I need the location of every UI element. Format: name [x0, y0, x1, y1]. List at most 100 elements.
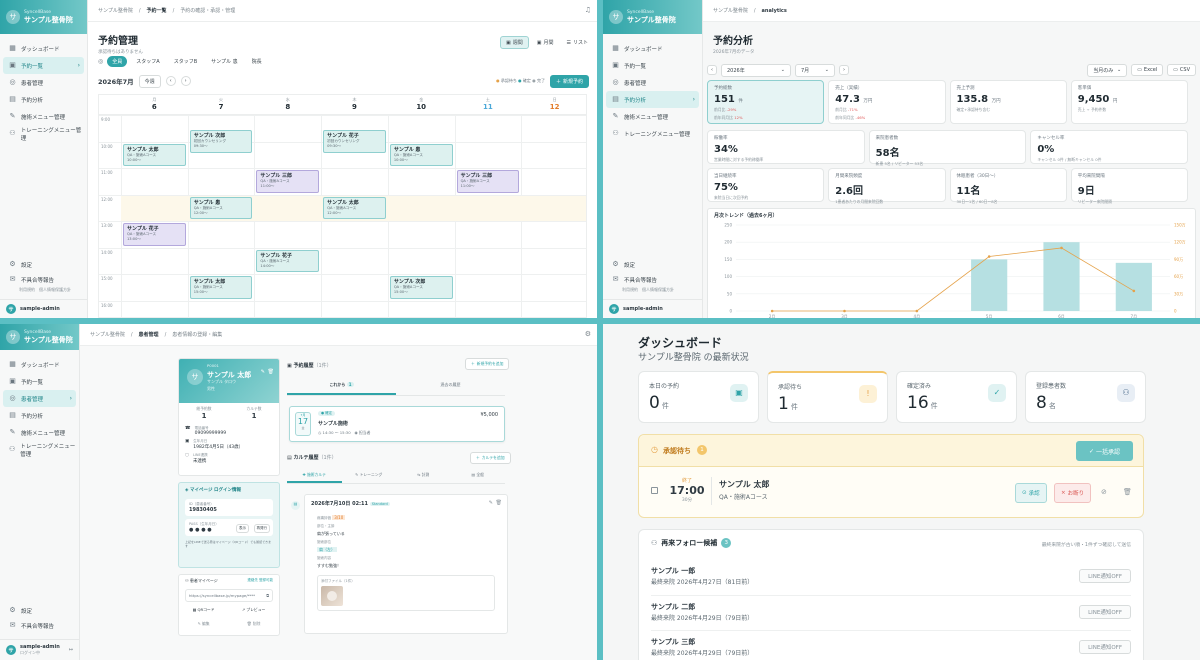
line-notify-off-button[interactable]: LINE通知OFF	[1079, 640, 1131, 654]
nav-training[interactable]: ⚇ トレーニングメニュー管理	[3, 125, 84, 142]
nav-patients[interactable]: ◎ 患者管理	[3, 74, 84, 91]
qr-code-button[interactable]: ▩ QRコード	[193, 607, 215, 613]
delete-icon[interactable]: 🗑	[267, 369, 274, 375]
nav-menus[interactable]: ✎ 施術メニュー管理	[3, 424, 76, 441]
reservation-event[interactable]: サンプル 三郎 QA・施術Aコース 11:00〜	[456, 170, 520, 193]
nav-patients[interactable]: ◎ 患者管理	[606, 74, 699, 91]
gear-icon[interactable]: ⚙	[584, 330, 591, 338]
approve-button[interactable]: ⊙ 承認	[1015, 483, 1047, 503]
reservation-event[interactable]: サンプル 患 QA・施術Aコース 10:00〜	[389, 143, 453, 166]
stat-card[interactable]: 確定済み 16 件 ✓	[896, 371, 1017, 423]
view-week-button[interactable]: ▣ 週間	[500, 36, 529, 49]
user-chip[interactable]: サ sample-admin	[603, 299, 702, 318]
stat-card[interactable]: 登録患者数 8 名 ⚇	[1025, 371, 1146, 423]
this-week-button[interactable]: 今週	[138, 74, 161, 88]
nav-reservations[interactable]: ▣ 予約一覧	[606, 57, 699, 74]
logout-icon[interactable]: ↦	[68, 647, 73, 653]
decline-button[interactable]: × お断り	[1054, 483, 1092, 503]
excel-button[interactable]: ▭ Excel	[1131, 64, 1164, 76]
next-icon[interactable]: ›	[839, 65, 849, 75]
staff-pill[interactable]: スタッフA	[136, 59, 160, 65]
nav-dashboard[interactable]: ▦ ダッシュボード	[3, 40, 84, 57]
prev-icon[interactable]: ‹	[707, 65, 717, 75]
bell-icon[interactable]: ♫	[584, 6, 591, 14]
add-reservation-button[interactable]: ＋新規予約を追加	[465, 358, 510, 370]
delete-icon[interactable]: 🗑	[495, 500, 502, 506]
preview-button[interactable]: ↗ プレビュー	[242, 607, 265, 613]
line-notify-off-button[interactable]: LINE通知OFF	[1079, 569, 1131, 583]
nav-settings[interactable]: ⚙ 設定	[606, 257, 699, 272]
user-chip[interactable]: サ sample-admin ログイン中 ↦	[0, 639, 79, 660]
edit-icon[interactable]: ✎	[488, 500, 493, 506]
staff-pill[interactable]: 院長	[251, 59, 262, 65]
reservation-event[interactable]: サンプル 太郎 QA・施術Aコース 15:00〜	[189, 276, 253, 299]
legal-links[interactable]: 利用規約 個人情報保護方針	[622, 287, 674, 292]
view-month-button[interactable]: ▣ 月間	[531, 36, 559, 49]
reservation-event[interactable]: サンプル 花子 QA・施術Aコース 13:00〜	[123, 223, 186, 246]
nav-training[interactable]: ⚇ トレーニングメニュー管理	[606, 125, 699, 142]
reissue-button[interactable]: 再発行	[253, 524, 270, 533]
nav-settings[interactable]: ⚙ 設定	[3, 257, 84, 272]
breadcrumb-root[interactable]: サンプル整骨院	[713, 8, 748, 14]
tab-upcoming[interactable]: これから 1	[287, 382, 396, 395]
show-password-button[interactable]: 表示	[236, 524, 249, 533]
tab-measure[interactable]: ⇆ 計測	[396, 472, 451, 483]
nav-reservations[interactable]: ▣ 予約一覧 ›	[3, 57, 84, 74]
stat-card[interactable]: 本日の予約 0 件 ▣	[638, 371, 759, 423]
nav-dashboard[interactable]: ▦ ダッシュボード	[3, 356, 76, 373]
reservation-event[interactable]: サンプル 太郎 QA・施術Aコース 10:00〜	[123, 143, 186, 166]
nav-report[interactable]: ✉ 不具合等報告	[3, 272, 84, 287]
reservation-event[interactable]: サンプル 太郎 QA・施術Aコース 12:00〜	[323, 196, 386, 219]
legal-links[interactable]: 利用規約 個人情報保護方針	[19, 287, 71, 292]
nav-settings[interactable]: ⚙ 設定	[3, 603, 76, 618]
nav-menus[interactable]: ✎ 施術メニュー管理	[3, 108, 84, 125]
nav-dashboard[interactable]: ▦ ダッシュボード	[606, 40, 699, 57]
staff-pill[interactable]: スタッフB	[173, 59, 198, 65]
breadcrumb-root[interactable]: サンプル整骨院	[90, 332, 125, 338]
user-chip[interactable]: サ sample-admin	[0, 299, 87, 318]
reservation-event[interactable]: サンプル 次郎 初回カウンセリング 09:30〜	[189, 130, 253, 153]
select-checkbox[interactable]	[651, 487, 658, 494]
nav-analytics[interactable]: ▤ 予約分析	[3, 91, 84, 108]
line-notify-off-button[interactable]: LINE通知OFF	[1079, 605, 1131, 619]
reservation-event[interactable]: サンプル 花子 初回カウンセリング 09:30〜	[323, 130, 386, 153]
cancel-icon[interactable]: ⊘	[1101, 488, 1107, 496]
delete-icon[interactable]: 🗑	[1123, 488, 1132, 496]
tab-treatment[interactable]: ✚ 施術カルテ	[287, 472, 342, 483]
view-list-button[interactable]: ☰ リスト	[561, 36, 593, 49]
edit-icon[interactable]: ✎	[260, 369, 265, 375]
csv-button[interactable]: ▭ CSV	[1167, 64, 1196, 76]
edit-button[interactable]: ✎ 編集	[198, 621, 210, 627]
tab-all[interactable]: ▤ 全般	[451, 472, 506, 483]
next-icon[interactable]: ›	[180, 76, 191, 86]
bulk-approve-button[interactable]: ✓ 一括承認	[1075, 441, 1133, 461]
nav-menus[interactable]: ✎ 施術メニュー管理	[606, 108, 699, 125]
month-select[interactable]: 7月 ⌄	[795, 63, 835, 77]
staff-pill[interactable]: 全員	[107, 56, 128, 67]
reservation-event[interactable]: サンプル 次郎 QA・施術Aコース 15:00〜	[389, 276, 453, 299]
staff-pill[interactable]: サンプル 患	[211, 59, 238, 65]
period-select[interactable]: 当月のみ ⌄	[1087, 63, 1128, 77]
nav-patients[interactable]: ◎ 患者管理 ›	[3, 390, 76, 407]
reservation-event[interactable]: サンプル 三郎 QA・施術Aコース 11:00〜	[256, 170, 320, 193]
add-karte-button[interactable]: ＋カルテを追加	[470, 452, 511, 464]
breadcrumb-root[interactable]: サンプル整骨院	[98, 8, 133, 14]
reservation-event[interactable]: サンプル 花子 QA・施術Aコース 14:00〜	[256, 249, 320, 272]
copy-icon[interactable]: ⧉	[266, 593, 269, 598]
reservation-event[interactable]: サンプル 患 QA・施術Aコース 12:00〜	[189, 196, 253, 219]
nav-analytics[interactable]: ▤ 予約分析 ›	[606, 91, 699, 108]
nav-report[interactable]: ✉ 不具合等報告	[3, 618, 76, 633]
prev-icon[interactable]: ‹	[165, 76, 176, 86]
year-select[interactable]: 2026年 ⌄	[721, 63, 791, 77]
attachment-thumbnail[interactable]	[321, 586, 343, 606]
nav-report[interactable]: ✉ 不具合等報告	[606, 272, 699, 287]
tab-training[interactable]: ✎ トレーニング	[342, 472, 397, 483]
tab-past[interactable]: 過去の履歴	[396, 382, 505, 395]
stat-card[interactable]: 承認待ち 1 件!	[767, 371, 888, 423]
appointment-card[interactable]: 7月 17 金 ● 確定 サンプル施術 ◷ 14:30 〜 15:30 ◉ 担当…	[289, 406, 505, 442]
mypage-url-field[interactable]: https://syncellbase.jp/mypage/**** ⧉	[185, 589, 273, 602]
nav-training[interactable]: ⚇ トレーニングメニュー管理	[3, 441, 76, 458]
delete-button[interactable]: 🗑 削除	[247, 621, 261, 627]
nav-reservations[interactable]: ▣ 予約一覧	[3, 373, 76, 390]
nav-analytics[interactable]: ▤ 予約分析	[3, 407, 76, 424]
